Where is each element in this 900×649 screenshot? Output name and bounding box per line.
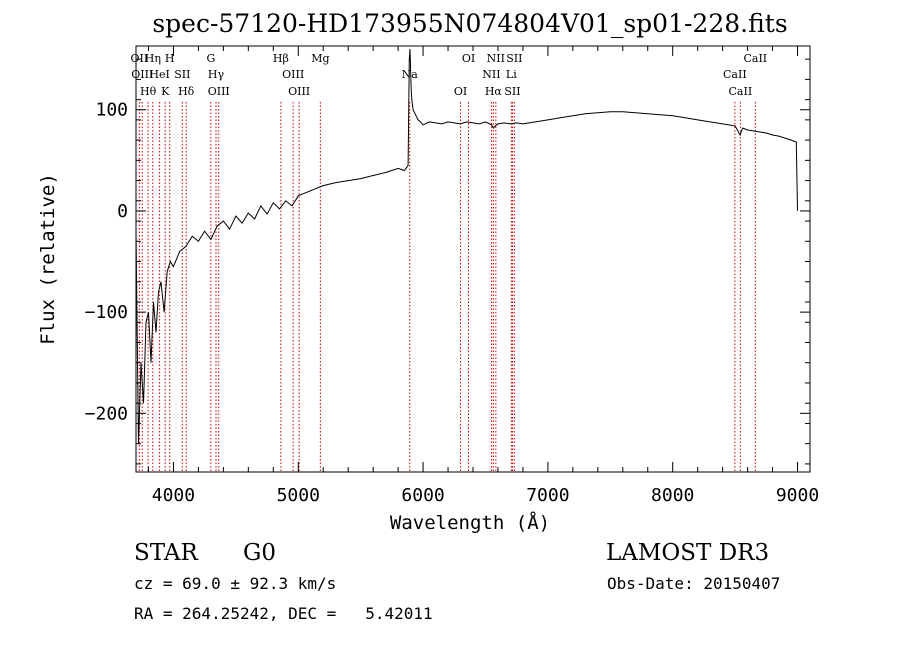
spectrum-line	[135, 48, 798, 444]
spectral-line-label: NII	[487, 52, 505, 65]
spectral-line-label: G	[206, 52, 215, 65]
spectral-lines	[138, 102, 756, 472]
observation-date: Obs-Date: 20150407	[607, 574, 780, 593]
y-tick-label: −100	[85, 302, 128, 323]
y-tick-label: 100	[95, 100, 128, 121]
spectral-line-label: NII	[482, 68, 500, 81]
survey-name: LAMOST DR3	[606, 540, 769, 566]
object-class: STAR	[134, 540, 198, 566]
spectral-line-label: OI	[462, 52, 475, 65]
spectral-line-label: H	[165, 52, 175, 65]
coordinates: RA = 264.25242, DEC = 5.42011	[134, 604, 433, 623]
x-tick-label: 8000	[651, 485, 694, 506]
y-axis-label: Flux (relative)	[37, 173, 59, 345]
spectral-line-label: Mg	[311, 52, 329, 65]
spectral-line-label: K	[161, 85, 170, 98]
spectral-line-label: Hδ	[178, 85, 195, 98]
spectral-line-label: OI	[454, 85, 467, 98]
spectral-line-label: SII	[174, 68, 190, 81]
spectral-line-label: Hθ	[140, 85, 157, 98]
x-axis-label: Wavelength (Å)	[390, 511, 550, 534]
x-tick-label: 9000	[776, 485, 819, 506]
spectral-line-label: SII	[504, 85, 520, 98]
x-tick-label: 4000	[152, 485, 195, 506]
y-axis-ticks: −200 −100 0 100	[85, 58, 810, 465]
redshift-cz: cz = 69.0 ± 92.3 km/s	[134, 574, 336, 593]
x-tick-label: 6000	[401, 485, 444, 506]
x-tick-label: 7000	[526, 485, 569, 506]
spectrum-series	[135, 48, 798, 444]
spectral-line-label: CaII	[743, 52, 767, 65]
spectral-line-label: OIII	[131, 68, 153, 81]
spectral-line-label: HeI	[149, 68, 169, 81]
object-subclass: G0	[243, 540, 276, 566]
spectral-line-label: OIII	[282, 68, 304, 81]
plot-frame	[135, 45, 811, 473]
spectral-line-label: Hγ	[208, 68, 225, 81]
spectral-line-label: Li	[506, 68, 517, 81]
spectral-line-label: CaII	[729, 85, 753, 98]
spectral-line-label: OII	[131, 52, 149, 65]
chart-title: spec-57120-HD173955N074804V01_sp01-228.f…	[152, 9, 787, 38]
spectral-line-label: Na	[402, 68, 419, 81]
x-axis-ticks: 4000 5000 6000 7000 8000 9000	[147, 46, 819, 506]
spectral-line-labels: OII OIII Hθ Hη HeI K H SII Hδ G Hγ OIII Hβ OIII OIII Mg…	[131, 52, 768, 98]
spectral-line-label: SII	[506, 52, 522, 65]
y-tick-label: 0	[117, 201, 128, 222]
spectral-line-label: OIII	[288, 85, 310, 98]
spectral-line-label: CaII	[723, 68, 747, 81]
spectral-line-label: OIII	[208, 85, 230, 98]
spectral-line-label: Hβ	[273, 52, 289, 65]
y-tick-label: −200	[85, 403, 128, 424]
spectral-line-label: Hα	[485, 85, 503, 98]
x-tick-label: 5000	[277, 485, 320, 506]
spectral-line-label: Hη	[145, 52, 161, 65]
